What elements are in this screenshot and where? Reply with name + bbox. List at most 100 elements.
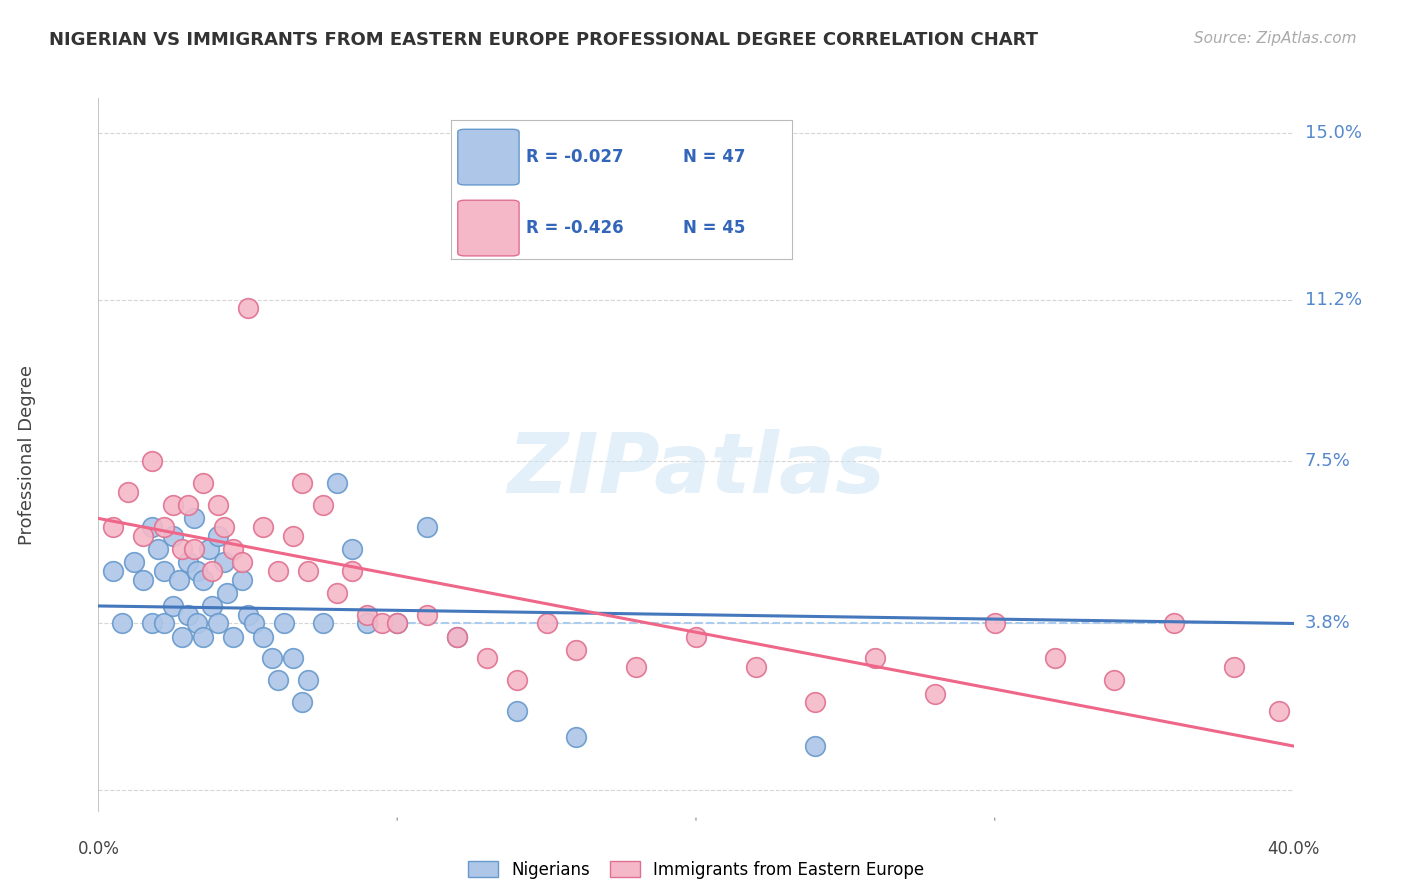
Point — [290, 695, 312, 709]
Point — [172, 542, 194, 557]
Point — [385, 616, 409, 631]
Point — [506, 704, 529, 718]
Point — [172, 630, 194, 644]
Point — [416, 520, 439, 534]
Point — [260, 651, 283, 665]
Point — [267, 673, 290, 688]
Point — [153, 564, 176, 578]
Point — [326, 586, 349, 600]
Point — [177, 607, 200, 622]
Point — [565, 642, 588, 657]
Point — [215, 586, 238, 600]
Text: Professional Degree: Professional Degree — [18, 365, 35, 545]
Point — [983, 616, 1005, 631]
Point — [356, 607, 378, 622]
Point — [207, 616, 229, 631]
Text: 7.5%: 7.5% — [1305, 452, 1351, 470]
Point — [191, 573, 214, 587]
Point — [804, 739, 827, 753]
Point — [342, 564, 364, 578]
Point — [273, 616, 295, 631]
Point — [162, 599, 184, 613]
Point — [183, 511, 205, 525]
Point — [342, 542, 364, 557]
Point — [236, 607, 259, 622]
Point — [201, 564, 224, 578]
Point — [1104, 673, 1126, 688]
Point — [1043, 651, 1066, 665]
Point — [191, 476, 214, 491]
Point — [281, 529, 304, 543]
Point — [506, 673, 529, 688]
Point — [267, 564, 290, 578]
Point — [207, 529, 229, 543]
Point — [745, 660, 768, 674]
Point — [167, 573, 190, 587]
Point — [103, 520, 125, 534]
Point — [162, 498, 184, 512]
Point — [141, 616, 163, 631]
Point — [565, 731, 588, 745]
Point — [141, 520, 163, 534]
Point — [212, 555, 235, 569]
Point — [141, 454, 163, 468]
Point — [326, 476, 349, 491]
Point — [177, 498, 200, 512]
Point — [804, 695, 827, 709]
Point — [252, 520, 274, 534]
Text: 40.0%: 40.0% — [1267, 840, 1320, 858]
Text: 3.8%: 3.8% — [1305, 615, 1350, 632]
Point — [132, 573, 155, 587]
Point — [243, 616, 266, 631]
Point — [207, 498, 229, 512]
Text: 0.0%: 0.0% — [77, 840, 120, 858]
Point — [111, 616, 134, 631]
Point — [446, 630, 468, 644]
Point — [297, 564, 319, 578]
Point — [103, 564, 125, 578]
Point — [446, 630, 468, 644]
Text: 15.0%: 15.0% — [1305, 124, 1361, 142]
Point — [148, 542, 170, 557]
Point — [162, 529, 184, 543]
Point — [1163, 616, 1185, 631]
Point — [385, 616, 409, 631]
Point — [281, 651, 304, 665]
Point — [475, 651, 498, 665]
Point — [231, 555, 253, 569]
Text: Source: ZipAtlas.com: Source: ZipAtlas.com — [1194, 31, 1357, 46]
Point — [183, 542, 205, 557]
Point — [177, 555, 200, 569]
Point — [236, 301, 259, 316]
Point — [624, 660, 647, 674]
Point — [201, 599, 224, 613]
Legend: Nigerians, Immigrants from Eastern Europe: Nigerians, Immigrants from Eastern Europ… — [461, 855, 931, 886]
Point — [198, 542, 221, 557]
Point — [132, 529, 155, 543]
Point — [153, 616, 176, 631]
Point — [252, 630, 274, 644]
Point — [311, 498, 333, 512]
Point — [1267, 704, 1289, 718]
Point — [297, 673, 319, 688]
Text: 11.2%: 11.2% — [1305, 291, 1362, 309]
Point — [290, 476, 312, 491]
Point — [924, 686, 946, 700]
Point — [685, 630, 707, 644]
Point — [416, 607, 439, 622]
Point — [222, 542, 245, 557]
Point — [231, 573, 253, 587]
Point — [222, 630, 245, 644]
Point — [311, 616, 333, 631]
Point — [186, 564, 208, 578]
Point — [117, 485, 139, 500]
Point — [212, 520, 235, 534]
Point — [356, 616, 378, 631]
Point — [186, 616, 208, 631]
Text: NIGERIAN VS IMMIGRANTS FROM EASTERN EUROPE PROFESSIONAL DEGREE CORRELATION CHART: NIGERIAN VS IMMIGRANTS FROM EASTERN EURO… — [49, 31, 1038, 49]
Point — [153, 520, 176, 534]
Point — [1223, 660, 1246, 674]
Text: ZIPatlas: ZIPatlas — [508, 429, 884, 509]
Point — [191, 630, 214, 644]
Point — [865, 651, 887, 665]
